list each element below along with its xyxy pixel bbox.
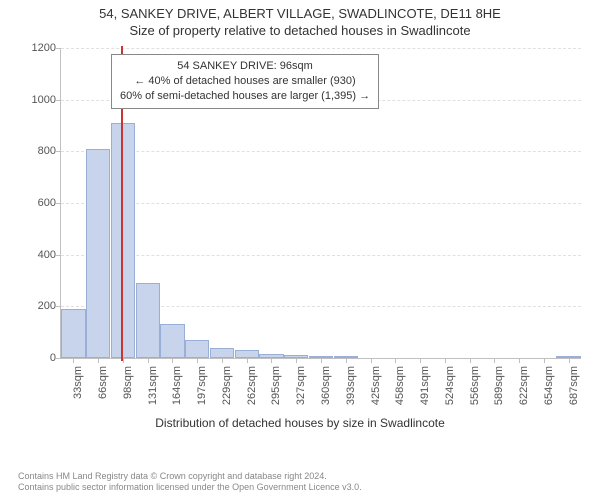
gridline (61, 255, 581, 256)
title-sub: Size of property relative to detached ho… (0, 23, 600, 38)
x-tick-mark (420, 358, 421, 363)
histogram-bar (136, 283, 160, 358)
x-tick-mark (494, 358, 495, 363)
histogram-bar (210, 348, 234, 358)
gridline (61, 48, 581, 49)
x-tick-mark (470, 358, 471, 363)
y-tick-mark (56, 255, 61, 256)
histogram-bar (160, 324, 184, 358)
x-tick-label: 360sqm (320, 366, 332, 414)
plot-region: 54 SANKEY DRIVE: 96sqm ← 40% of detached… (60, 48, 581, 359)
x-axis-label: Distribution of detached houses by size … (0, 416, 600, 430)
figure-root: 54, SANKEY DRIVE, ALBERT VILLAGE, SWADLI… (0, 0, 600, 500)
gridline (61, 203, 581, 204)
y-tick-label: 400 (0, 249, 56, 261)
x-tick-label: 66sqm (97, 366, 109, 414)
info-line-3: 60% of semi-detached houses are larger (… (120, 89, 370, 104)
x-tick-mark (148, 358, 149, 363)
y-tick-mark (56, 306, 61, 307)
info-line-1: 54 SANKEY DRIVE: 96sqm (120, 59, 370, 74)
x-tick-mark (445, 358, 446, 363)
x-tick-label: 295sqm (270, 366, 282, 414)
y-tick-label: 800 (0, 145, 56, 157)
x-tick-label: 589sqm (493, 366, 505, 414)
x-tick-label: 491sqm (419, 366, 431, 414)
chart-area: Number of detached properties 54 SANKEY … (0, 40, 600, 430)
x-tick-label: 327sqm (295, 366, 307, 414)
x-tick-label: 98sqm (122, 366, 134, 414)
y-tick-mark (56, 151, 61, 152)
x-tick-label: 687sqm (568, 366, 580, 414)
x-tick-mark (519, 358, 520, 363)
x-tick-mark (271, 358, 272, 363)
histogram-bar (61, 309, 85, 358)
x-tick-mark (569, 358, 570, 363)
credits-line-2: Contains public sector information licen… (18, 482, 590, 494)
title-main: 54, SANKEY DRIVE, ALBERT VILLAGE, SWADLI… (0, 6, 600, 21)
gridline (61, 151, 581, 152)
x-tick-label: 33sqm (72, 366, 84, 414)
y-tick-label: 600 (0, 197, 56, 209)
x-tick-label: 524sqm (444, 366, 456, 414)
x-tick-mark (321, 358, 322, 363)
x-tick-label: 425sqm (370, 366, 382, 414)
y-tick-mark (56, 100, 61, 101)
x-tick-label: 654sqm (543, 366, 555, 414)
x-tick-mark (296, 358, 297, 363)
x-tick-label: 458sqm (394, 366, 406, 414)
x-tick-mark (222, 358, 223, 363)
info-line-2: ← 40% of detached houses are smaller (93… (120, 74, 370, 89)
y-tick-label: 1200 (0, 42, 56, 54)
histogram-bar (185, 340, 209, 358)
x-tick-mark (544, 358, 545, 363)
x-tick-mark (346, 358, 347, 363)
x-tick-label: 229sqm (221, 366, 233, 414)
x-tick-label: 131sqm (147, 366, 159, 414)
y-tick-label: 200 (0, 300, 56, 312)
histogram-bar (86, 149, 110, 358)
y-tick-mark (56, 203, 61, 204)
x-tick-label: 197sqm (196, 366, 208, 414)
x-tick-mark (371, 358, 372, 363)
y-tick-label: 0 (0, 352, 56, 364)
x-tick-label: 622sqm (518, 366, 530, 414)
y-tick-mark (56, 48, 61, 49)
credits-block: Contains HM Land Registry data © Crown c… (18, 471, 590, 494)
x-tick-label: 164sqm (171, 366, 183, 414)
histogram-bar (235, 350, 259, 358)
y-tick-mark (56, 358, 61, 359)
info-box: 54 SANKEY DRIVE: 96sqm ← 40% of detached… (111, 54, 379, 109)
titles-block: 54, SANKEY DRIVE, ALBERT VILLAGE, SWADLI… (0, 0, 600, 38)
x-tick-label: 262sqm (246, 366, 258, 414)
x-tick-mark (197, 358, 198, 363)
x-tick-mark (98, 358, 99, 363)
x-tick-mark (172, 358, 173, 363)
x-tick-mark (73, 358, 74, 363)
x-tick-mark (247, 358, 248, 363)
y-tick-label: 1000 (0, 94, 56, 106)
x-tick-label: 393sqm (345, 366, 357, 414)
x-tick-mark (395, 358, 396, 363)
x-tick-label: 556sqm (469, 366, 481, 414)
credits-line-1: Contains HM Land Registry data © Crown c… (18, 471, 590, 483)
